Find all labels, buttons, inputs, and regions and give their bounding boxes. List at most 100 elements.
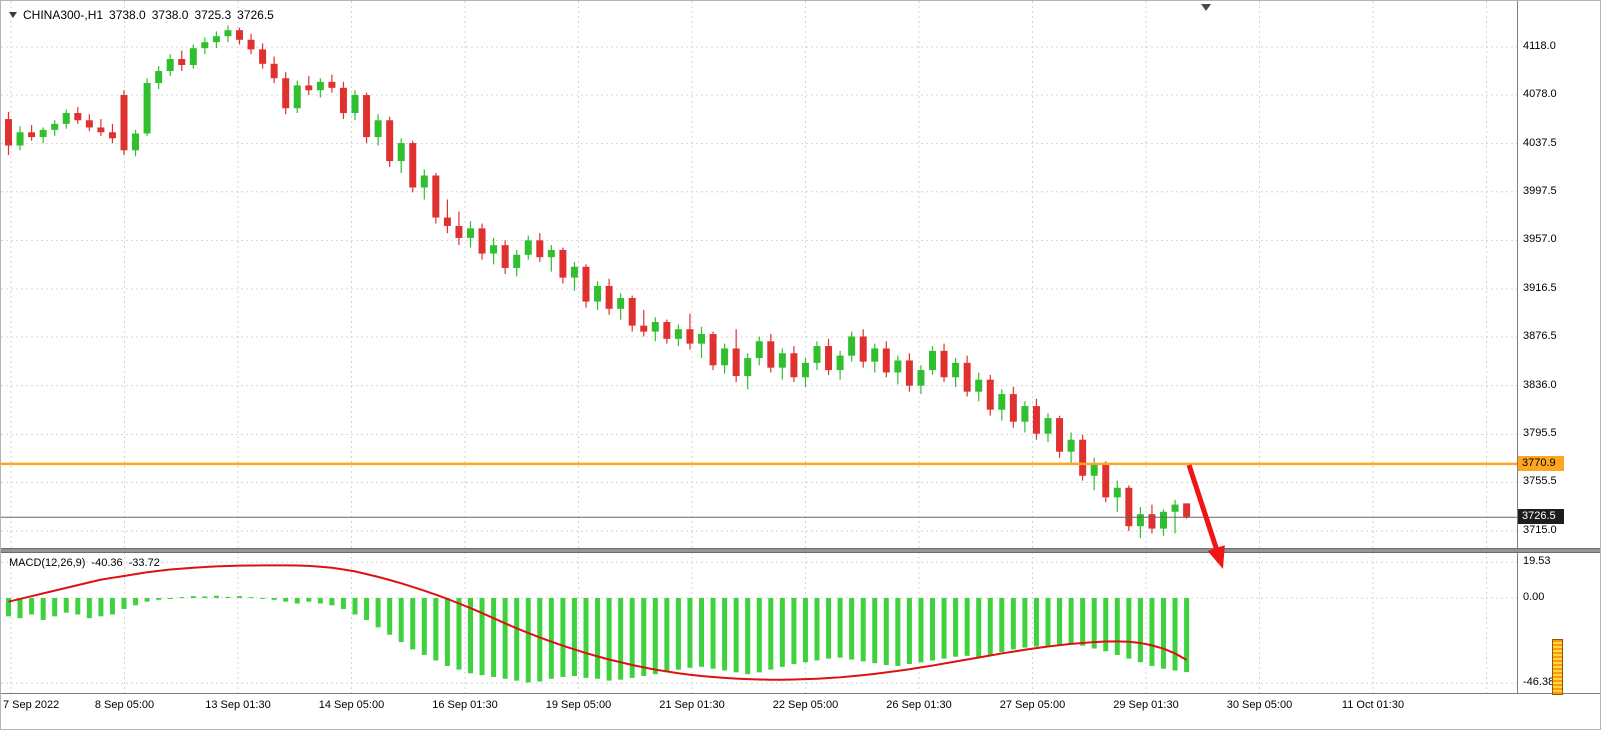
macd-histogram-bar bbox=[502, 598, 508, 679]
macd-histogram-bar bbox=[814, 598, 820, 661]
candle-body bbox=[963, 362, 971, 392]
current-price-tag: 3726.5 bbox=[1518, 509, 1564, 525]
time-tick-label: 7 Sep 2022 bbox=[3, 699, 60, 711]
symbol-period-label: CHINA300-,H1 bbox=[23, 8, 104, 22]
candle-body bbox=[952, 362, 960, 378]
candle-body bbox=[582, 266, 590, 302]
candle-body bbox=[1090, 463, 1098, 476]
macd-histogram-bar bbox=[872, 598, 878, 664]
symbol-dropdown-icon[interactable] bbox=[9, 12, 17, 18]
candle-body bbox=[432, 175, 440, 218]
candle-body bbox=[212, 36, 220, 43]
panel-divider[interactable] bbox=[1, 548, 1600, 553]
quote-close: 3726.5 bbox=[237, 8, 274, 22]
candle-body bbox=[409, 143, 417, 188]
macd-histogram-bar bbox=[618, 598, 624, 680]
macd-histogram-bar bbox=[976, 598, 982, 658]
candle-body bbox=[16, 132, 24, 146]
candle-body bbox=[259, 49, 267, 64]
candle-body bbox=[1136, 514, 1144, 527]
macd-histogram-bar bbox=[1172, 598, 1178, 671]
macd-histogram-bar bbox=[17, 598, 23, 619]
macd-histogram-bar bbox=[1010, 598, 1016, 650]
candle-body bbox=[1009, 394, 1017, 422]
candle-body bbox=[270, 63, 278, 79]
quote-low: 3725.3 bbox=[194, 8, 232, 22]
macd-histogram-bar bbox=[837, 598, 843, 658]
candle-body bbox=[51, 123, 59, 130]
macd-histogram-bar bbox=[1068, 598, 1074, 644]
candle-body bbox=[1102, 463, 1110, 498]
macd-histogram-bar bbox=[860, 598, 866, 662]
macd-main-value: -40.36 bbox=[91, 557, 123, 569]
macd-histogram-bar bbox=[964, 598, 970, 656]
candle-body bbox=[547, 249, 555, 258]
macd-histogram-bar bbox=[468, 598, 473, 674]
macd-histogram-bar bbox=[491, 598, 497, 677]
macd-histogram-bar bbox=[1149, 598, 1155, 666]
candle-body bbox=[524, 240, 532, 255]
candle-body bbox=[674, 329, 682, 339]
price-axis[interactable]: 3770.9 3726.5 4118.0 4078.0 4037.5 3997.5 39… bbox=[1517, 1, 1600, 693]
macd-histogram-bar bbox=[340, 598, 346, 610]
macd-histogram-bar bbox=[52, 598, 58, 617]
macd-histogram-bar bbox=[1022, 598, 1028, 648]
candle-body bbox=[316, 81, 324, 91]
candle-body bbox=[825, 346, 833, 371]
candle-body bbox=[1148, 514, 1156, 529]
candle-body bbox=[490, 245, 498, 254]
macd-histogram-bar bbox=[283, 598, 289, 602]
candle-body bbox=[224, 30, 232, 37]
candle-body bbox=[559, 249, 567, 278]
macd-indicator-panel[interactable] bbox=[1, 552, 1517, 693]
candle-body bbox=[143, 83, 151, 134]
candle-body bbox=[594, 285, 602, 302]
hline-price-tag: 3770.9 bbox=[1518, 455, 1564, 471]
price-tick-label: 4118.0 bbox=[1523, 40, 1556, 52]
macd-histogram-bar bbox=[1114, 598, 1120, 655]
macd-histogram-bar bbox=[664, 598, 670, 673]
candle-body bbox=[166, 59, 174, 72]
candle-body bbox=[605, 285, 613, 309]
candle-body bbox=[871, 348, 879, 362]
candle-body bbox=[1125, 487, 1133, 527]
candle-body bbox=[420, 175, 428, 188]
price-tick-label: 3795.5 bbox=[1523, 427, 1557, 440]
candle-body bbox=[513, 254, 521, 268]
candle-body bbox=[940, 350, 948, 378]
macd-histogram-bar bbox=[271, 598, 277, 600]
macd-histogram-bar bbox=[63, 598, 69, 613]
macd-histogram-bar bbox=[410, 598, 416, 650]
macd-histogram-bar bbox=[398, 598, 404, 643]
candle-body bbox=[1056, 418, 1064, 452]
macd-histogram-bar bbox=[1103, 598, 1109, 652]
macd-histogram-bar bbox=[779, 598, 785, 667]
macd-histogram-bar bbox=[930, 598, 935, 661]
price-tick-label: 4037.5 bbox=[1523, 136, 1557, 149]
macd-histogram-bar bbox=[768, 598, 774, 670]
macd-histogram-bar bbox=[941, 598, 947, 659]
price-tick-label: 4078.0 bbox=[1523, 88, 1557, 101]
macd-histogram-bar bbox=[791, 598, 797, 665]
candle-body bbox=[755, 341, 763, 359]
price-tick-label: 3957.0 bbox=[1523, 233, 1557, 246]
macd-histogram-bar bbox=[479, 598, 485, 676]
candle-body bbox=[1113, 487, 1121, 498]
chart-shift-marker-icon[interactable] bbox=[1201, 4, 1211, 11]
candle-body bbox=[97, 127, 105, 133]
macd-histogram-bar bbox=[733, 598, 739, 673]
scrollbar-thumb[interactable] bbox=[1552, 639, 1563, 695]
macd-histogram-bar bbox=[906, 598, 912, 665]
candle-body bbox=[709, 334, 717, 366]
candle-body bbox=[178, 59, 186, 66]
candle-body bbox=[1044, 418, 1052, 434]
quote-open: 3738.0 bbox=[109, 8, 146, 22]
time-tick-label: 8 Sep 05:00 bbox=[94, 699, 155, 711]
macd-histogram-bar bbox=[213, 595, 219, 598]
candle-body bbox=[536, 240, 544, 258]
candlestick-chart-area[interactable] bbox=[1, 1, 1517, 549]
time-axis[interactable]: 7 Sep 2022 8 Sep 05:00 13 Sep 01:30 14 Sep … bbox=[1, 693, 1600, 729]
candle-body bbox=[570, 266, 578, 278]
candle-body bbox=[132, 133, 140, 151]
macd-histogram-bar bbox=[1033, 598, 1039, 647]
